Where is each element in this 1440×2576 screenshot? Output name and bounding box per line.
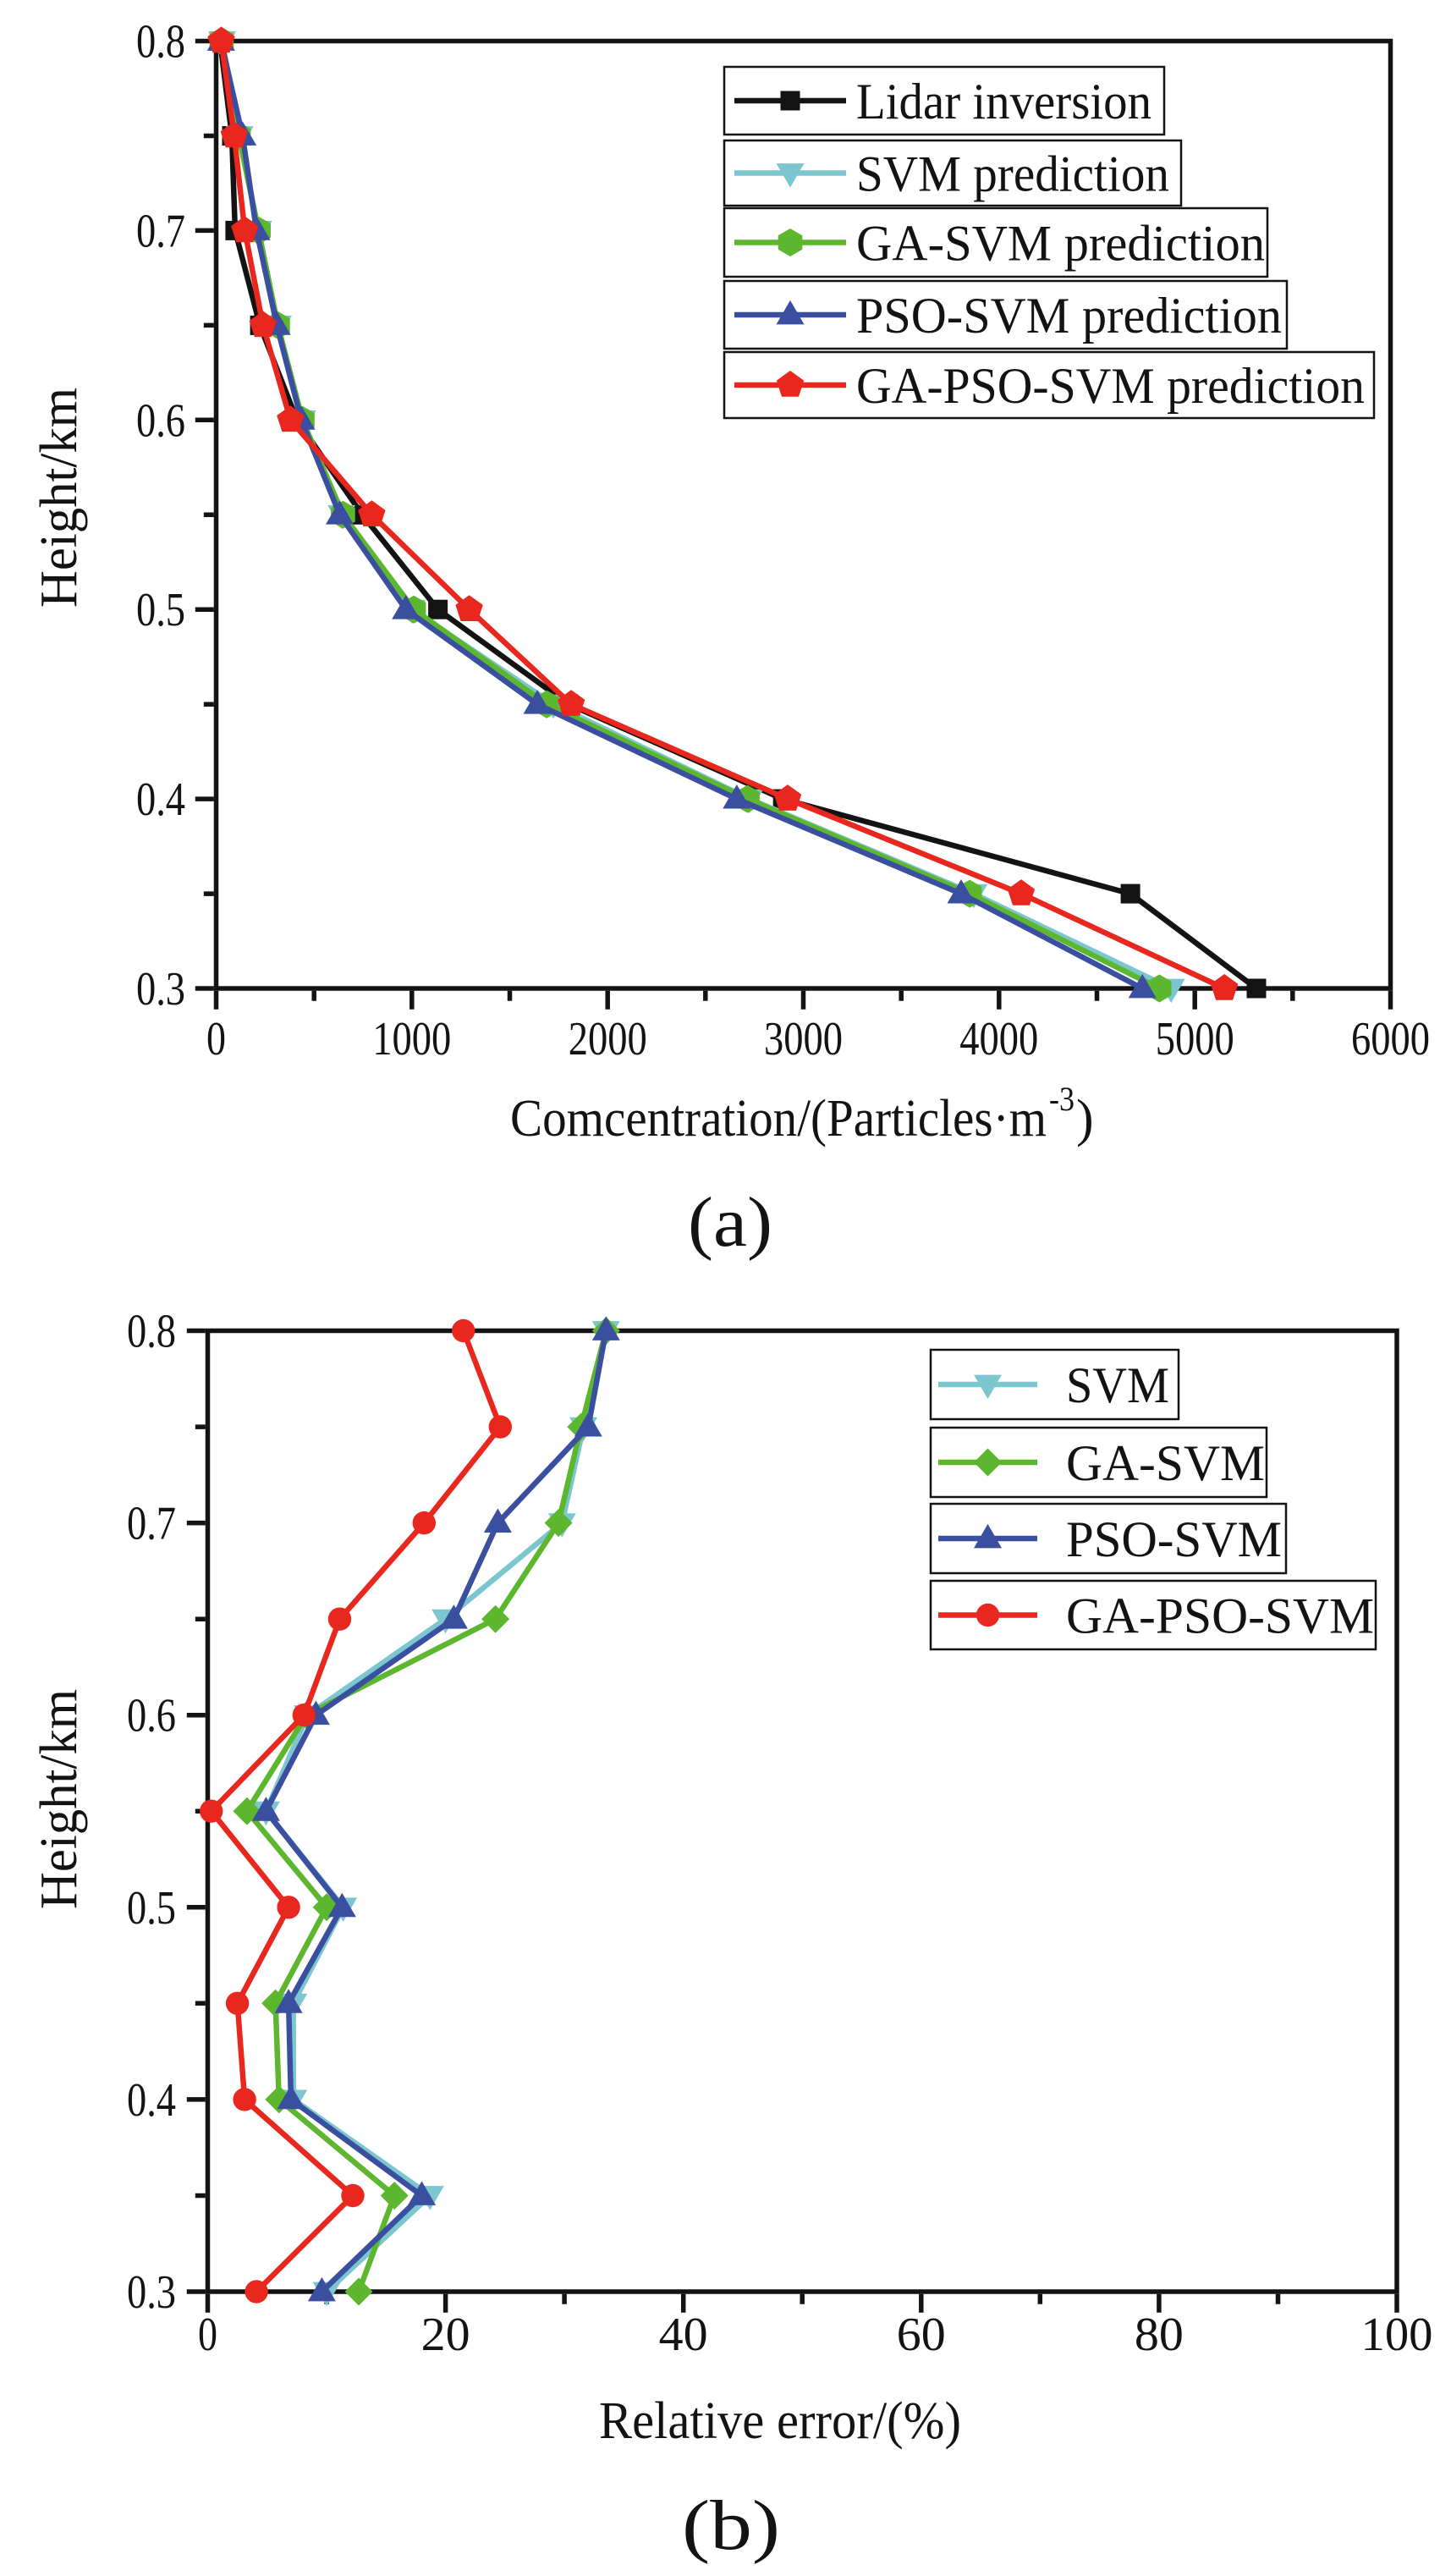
- svg-text:-3: -3: [1049, 1080, 1075, 1118]
- svg-text:0.8: 0.8: [127, 1306, 176, 1358]
- svg-text:0: 0: [206, 1013, 226, 1065]
- svg-text:0.5: 0.5: [136, 584, 185, 636]
- svg-text:6000: 6000: [1351, 1013, 1430, 1065]
- svg-text:(b): (b): [682, 2486, 780, 2565]
- svg-text:Lidar inversion: Lidar inversion: [856, 74, 1151, 129]
- svg-text:GA-SVM prediction: GA-SVM prediction: [856, 216, 1265, 272]
- svg-text:Comcentration/(Particles·m: Comcentration/(Particles·m: [510, 1090, 1047, 1148]
- svg-text:0.6: 0.6: [127, 1690, 176, 1742]
- svg-text:PSO-SVM prediction: PSO-SVM prediction: [856, 288, 1282, 344]
- svg-text:2000: 2000: [569, 1013, 647, 1065]
- svg-text:): ): [1076, 1090, 1094, 1148]
- svg-text:5000: 5000: [1156, 1013, 1234, 1065]
- svg-text:Height/km: Height/km: [30, 388, 88, 608]
- svg-text:Height/km: Height/km: [30, 1689, 88, 1909]
- svg-text:3000: 3000: [764, 1013, 843, 1065]
- svg-text:PSO-SVM: PSO-SVM: [1066, 1511, 1282, 1567]
- svg-text:0.8: 0.8: [136, 16, 185, 69]
- svg-text:GA-SVM: GA-SVM: [1066, 1435, 1265, 1491]
- svg-text:GA-PSO-SVM: GA-PSO-SVM: [1066, 1588, 1374, 1644]
- svg-text:40: 40: [659, 2309, 708, 2361]
- svg-text:4000: 4000: [959, 1013, 1038, 1065]
- svg-text:GA-PSO-SVM prediction: GA-PSO-SVM prediction: [856, 358, 1365, 414]
- svg-text:80: 80: [1135, 2309, 1184, 2361]
- svg-text:0.6: 0.6: [136, 394, 185, 447]
- svg-text:0.3: 0.3: [136, 963, 185, 1016]
- svg-text:0.3: 0.3: [127, 2266, 176, 2319]
- svg-text:0: 0: [198, 2309, 217, 2361]
- svg-text:0.7: 0.7: [127, 1498, 176, 1550]
- svg-text:100: 100: [1361, 2309, 1433, 2361]
- svg-text:20: 20: [421, 2309, 470, 2361]
- svg-text:Relative error/(%): Relative error/(%): [599, 2392, 961, 2450]
- svg-text:60: 60: [897, 2309, 946, 2361]
- svg-text:SVM: SVM: [1066, 1357, 1169, 1413]
- svg-text:0.5: 0.5: [127, 1882, 176, 1935]
- svg-text:0.4: 0.4: [127, 2074, 176, 2127]
- svg-text:0.7: 0.7: [136, 205, 185, 257]
- svg-text:1000: 1000: [372, 1013, 451, 1065]
- svg-text:SVM prediction: SVM prediction: [856, 146, 1169, 202]
- svg-text:(a): (a): [688, 1183, 772, 1262]
- svg-text:0.4: 0.4: [136, 773, 185, 826]
